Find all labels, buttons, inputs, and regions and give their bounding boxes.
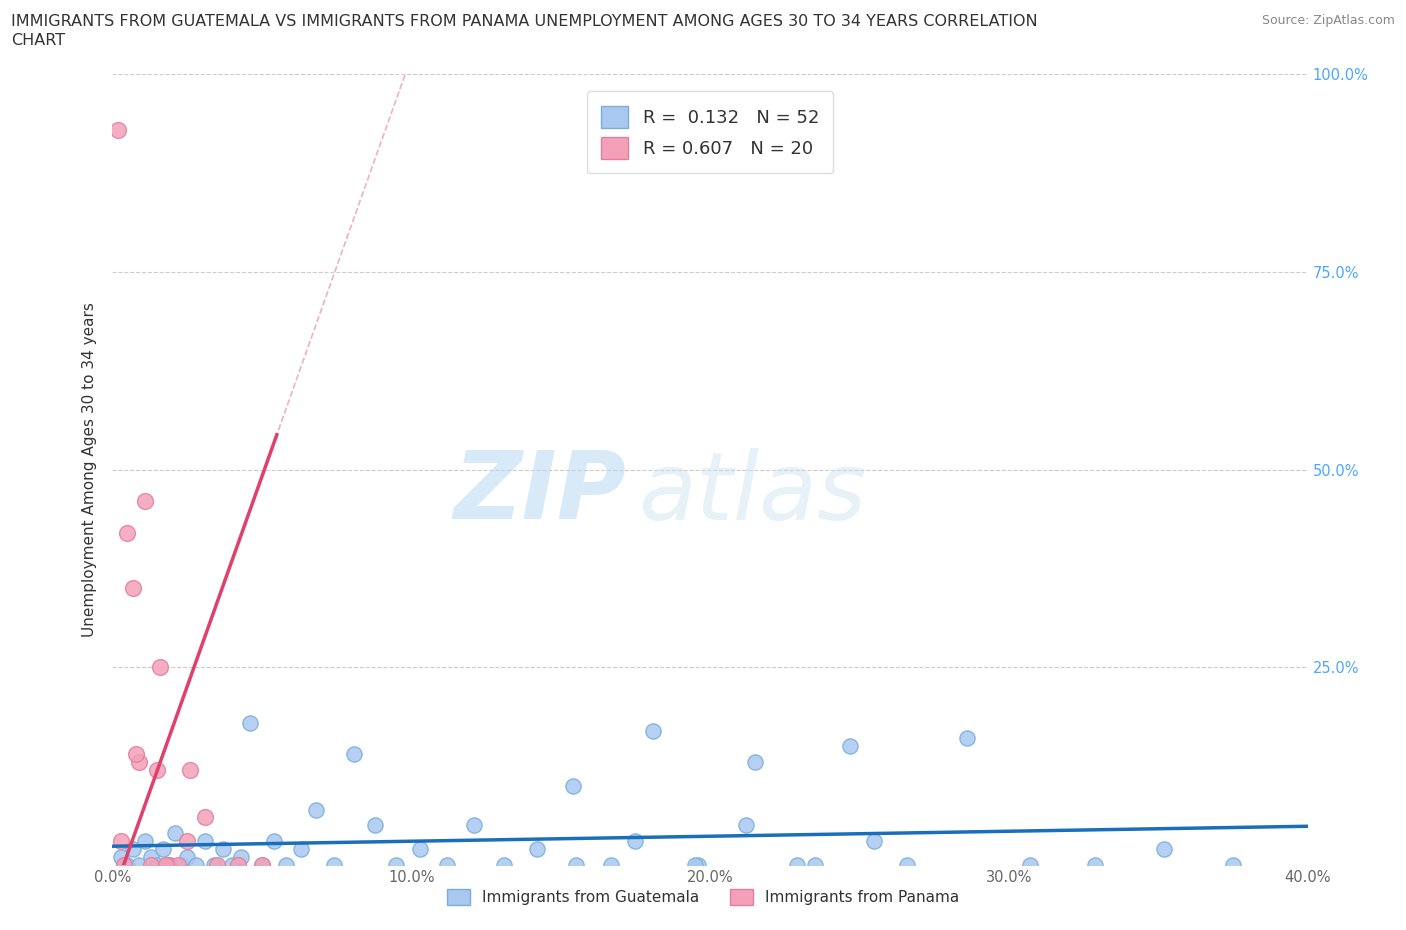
Point [564, 857, 586, 872]
Text: CHART: CHART [11, 33, 65, 47]
Point [688, 857, 710, 872]
Point [149, 660, 172, 675]
Point [1018, 857, 1040, 872]
Point [165, 826, 187, 841]
Point [107, 122, 129, 137]
Point [194, 834, 217, 849]
Point [110, 834, 132, 849]
Point [134, 834, 156, 849]
Point [155, 857, 177, 872]
Point [128, 857, 150, 872]
Point [170, 857, 193, 872]
Point [463, 818, 485, 833]
Point [205, 857, 228, 872]
Point [114, 857, 135, 872]
Point [239, 715, 262, 730]
Text: Source: ZipAtlas.com: Source: ZipAtlas.com [1261, 14, 1395, 27]
Point [735, 818, 758, 833]
Point [786, 857, 808, 872]
Point [152, 842, 174, 857]
Point [146, 857, 169, 872]
Text: atlas: atlas [638, 448, 866, 538]
Point [176, 834, 198, 849]
Point [803, 857, 825, 872]
Text: ZIP: ZIP [454, 447, 627, 539]
Y-axis label: Unemployment Among Ages 30 to 34 years: Unemployment Among Ages 30 to 34 years [82, 302, 97, 637]
Text: IMMIGRANTS FROM GUATEMALA VS IMMIGRANTS FROM PANAMA UNEMPLOYMENT AMONG AGES 30 T: IMMIGRANTS FROM GUATEMALA VS IMMIGRANTS … [11, 14, 1038, 29]
Legend: Immigrants from Guatemala, Immigrants from Panama: Immigrants from Guatemala, Immigrants fr… [439, 882, 967, 913]
Point [226, 857, 249, 872]
Point [343, 747, 366, 762]
Point [290, 842, 312, 857]
Point [624, 834, 647, 849]
Point [250, 857, 273, 872]
Point [125, 747, 148, 762]
Point [683, 857, 706, 872]
Point [167, 857, 190, 872]
Point [839, 738, 862, 753]
Point [122, 842, 145, 857]
Point [364, 818, 387, 833]
Point [896, 857, 918, 872]
Point [643, 724, 665, 738]
Point [409, 842, 432, 857]
Point [1153, 842, 1175, 857]
Point [117, 525, 139, 540]
Point [274, 857, 297, 872]
Point [122, 580, 145, 596]
Point [305, 802, 328, 817]
Legend: R =  0.132   N = 52, R = 0.607   N = 20: R = 0.132 N = 52, R = 0.607 N = 20 [586, 91, 834, 173]
Point [322, 857, 344, 872]
Point [744, 755, 766, 770]
Point [194, 810, 217, 825]
Point [212, 842, 235, 857]
Point [117, 857, 139, 872]
Point [1222, 857, 1244, 872]
Point [110, 850, 132, 865]
Point [561, 778, 583, 793]
Point [263, 834, 285, 849]
Point [492, 857, 515, 872]
Point [863, 834, 886, 849]
Point [157, 857, 180, 872]
Point [436, 857, 458, 872]
Point [600, 857, 623, 872]
Point [134, 494, 156, 509]
Point [146, 763, 169, 777]
Point [250, 857, 273, 872]
Point [202, 857, 225, 872]
Point [179, 763, 201, 777]
Point [186, 857, 208, 872]
Point [956, 731, 979, 746]
Point [141, 857, 163, 872]
Point [526, 842, 548, 857]
Point [221, 857, 243, 872]
Point [157, 857, 180, 872]
Point [1084, 857, 1107, 872]
Point [229, 850, 252, 865]
Point [176, 850, 198, 865]
Point [141, 850, 163, 865]
Point [385, 857, 408, 872]
Point [128, 755, 150, 770]
